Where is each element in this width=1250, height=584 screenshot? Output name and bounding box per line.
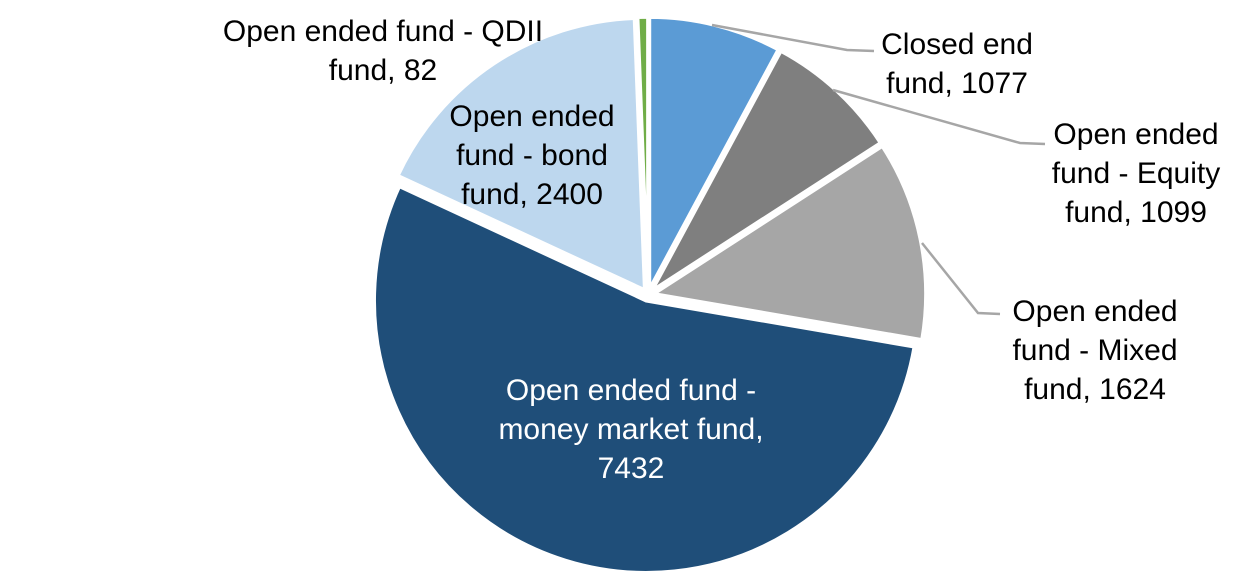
slice-label-open-ended-fund-qdii-fund: Open ended fund - QDII fund, 82 xyxy=(223,15,543,87)
pie-slice-open-ended-fund-mixed-fund xyxy=(652,144,928,342)
slice-label-closed-end-fund: Closed end fund, 1077 xyxy=(881,28,1033,100)
leader-line-open-ended-fund-equity-fund xyxy=(832,88,1046,146)
leader-line-open-ended-fund-mixed-fund xyxy=(921,242,1001,316)
leader-line-closed-end-fund xyxy=(711,23,875,53)
pie-slice-open-ended-fund-bond-fund xyxy=(396,16,647,292)
slice-label-open-ended-fund-mixed-fund: Open ended fund - Mixed fund, 1624 xyxy=(1012,295,1177,406)
pie-slice-open-ended-fund-money-market-fund xyxy=(372,184,917,575)
pie-slice-open-ended-fund-qdii-fund xyxy=(635,15,650,291)
slice-label-open-ended-fund-money-market-fund: Open ended fund -money market fund, 7432 xyxy=(498,374,763,485)
slice-label-open-ended-fund-equity-fund: Open ended fund - Equity fund, 1099 xyxy=(1052,118,1220,229)
slice-label-open-ended-fund-bond-fund: Open ended fund - bond fund, 2400 xyxy=(449,100,614,211)
